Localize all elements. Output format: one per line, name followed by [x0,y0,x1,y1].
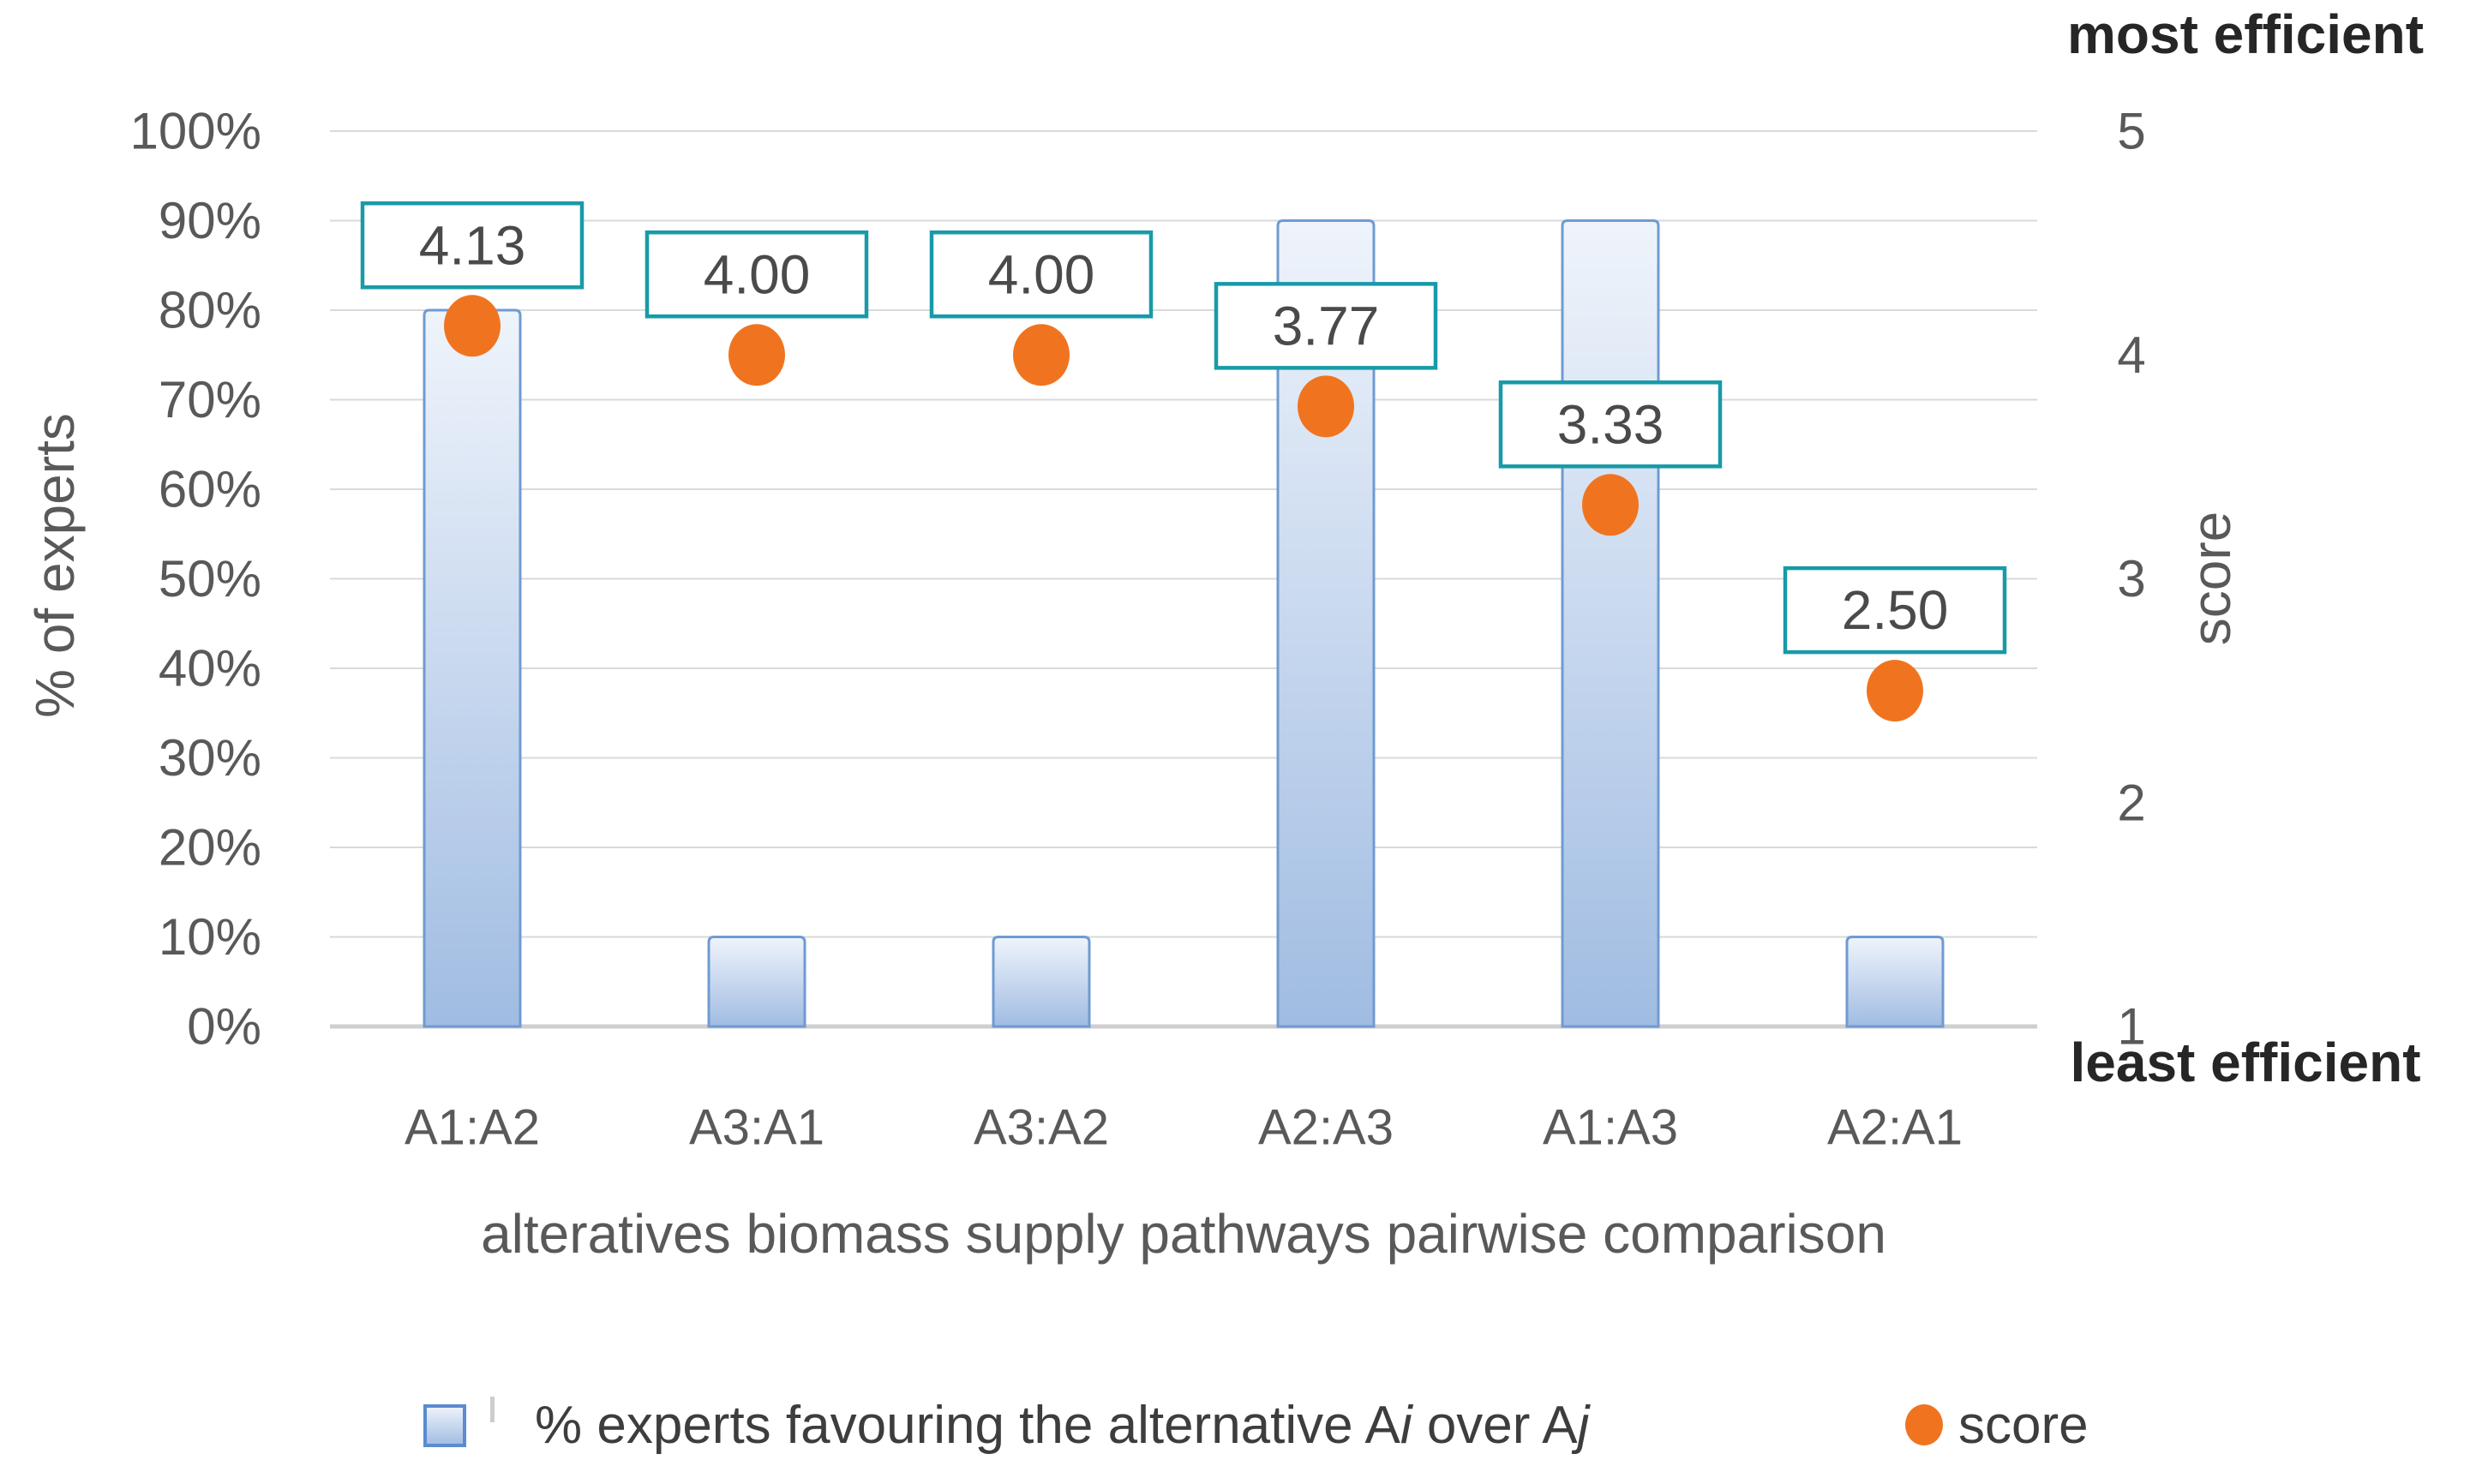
score-dot-a3-a2 [1013,324,1070,386]
legend-bar-swatch-icon [423,1404,466,1447]
data-label-box [1214,282,1438,370]
right-axis-tick: 2 [2117,774,2145,831]
left-axis-tick: 70% [159,371,261,428]
legend-score-marker-icon [1905,1404,1943,1445]
left-axis-tick: 80% [159,282,261,339]
legend-artifact-mark [490,1397,495,1422]
data-label-box [1783,565,2007,655]
right-axis-tick: 5 [2117,103,2145,160]
score-dot-a1-a2 [444,295,501,357]
right-axis-tick: 3 [2117,550,2145,607]
bar-a1-a2 [423,308,522,1028]
legend: % experts favouring the alternative Ai o… [423,1396,2089,1455]
left-axis-tick: 30% [159,729,261,787]
score-dot-a1-a3 [1582,474,1639,536]
right-axis-tick: 1 [2117,998,2145,1056]
x-axis-tick: A2:A3 [1258,1100,1394,1156]
data-label: 4.13 [419,214,526,276]
score-dot-a2-a1 [1867,660,1923,722]
left-axis-tick: 0% [187,998,261,1056]
data-label: 3.77 [1273,295,1380,356]
right-axis-title: score [2180,512,2242,646]
left-axis-tick: 50% [159,550,261,607]
data-label: 3.33 [1557,393,1664,455]
right-axis-tick: 4 [2117,326,2145,384]
x-axis-tick: A1:A3 [1543,1100,1678,1156]
left-axis-title: % of experts [24,413,86,718]
x-axis-tick: A3:A2 [974,1100,1109,1156]
bar-a3-a1 [707,936,806,1028]
left-axis-tick: 10% [159,908,261,966]
data-label: 2.50 [1842,579,1949,641]
x-axis-title: alteratives biomass supply pathways pair… [481,1203,1886,1265]
right-axis-annotation-bottom: least efficient [2070,1032,2420,1093]
data-label-box [644,230,869,319]
bar-a1-a3 [1561,219,1660,1028]
x-axis-tick: A3:A1 [689,1100,824,1156]
legend-score-label: score [1958,1396,2089,1455]
data-label-box [360,201,585,290]
x-axis-tick: A1:A2 [405,1100,540,1156]
score-dot-a2-a3 [1298,375,1354,438]
data-label: 4.00 [704,243,811,305]
left-axis-tick: 40% [159,640,261,697]
plot-area: 100% 90% 80% 70% 60% 50% 40% 30% 20% 10% 0% 5 4 3 2 1 4.… [130,103,2146,1156]
data-label: 4.00 [988,243,1095,305]
right-axis-annotation-top: most efficient [2067,3,2424,65]
left-axis-tick: 60% [159,461,261,518]
legend-bar-label: % experts favouring the alternative Ai o… [535,1396,1592,1455]
left-axis-tick: 20% [159,819,261,877]
left-axis-tick: 90% [159,192,261,249]
bar-a2-a1 [1845,936,1945,1028]
x-axis-tick: A2:A1 [1827,1100,1963,1156]
bar-a3-a2 [992,936,1091,1028]
data-label-box [929,230,1154,319]
score-dot-a3-a1 [728,324,785,386]
data-label-box [1498,380,1723,469]
left-axis-tick: 100% [130,103,261,160]
